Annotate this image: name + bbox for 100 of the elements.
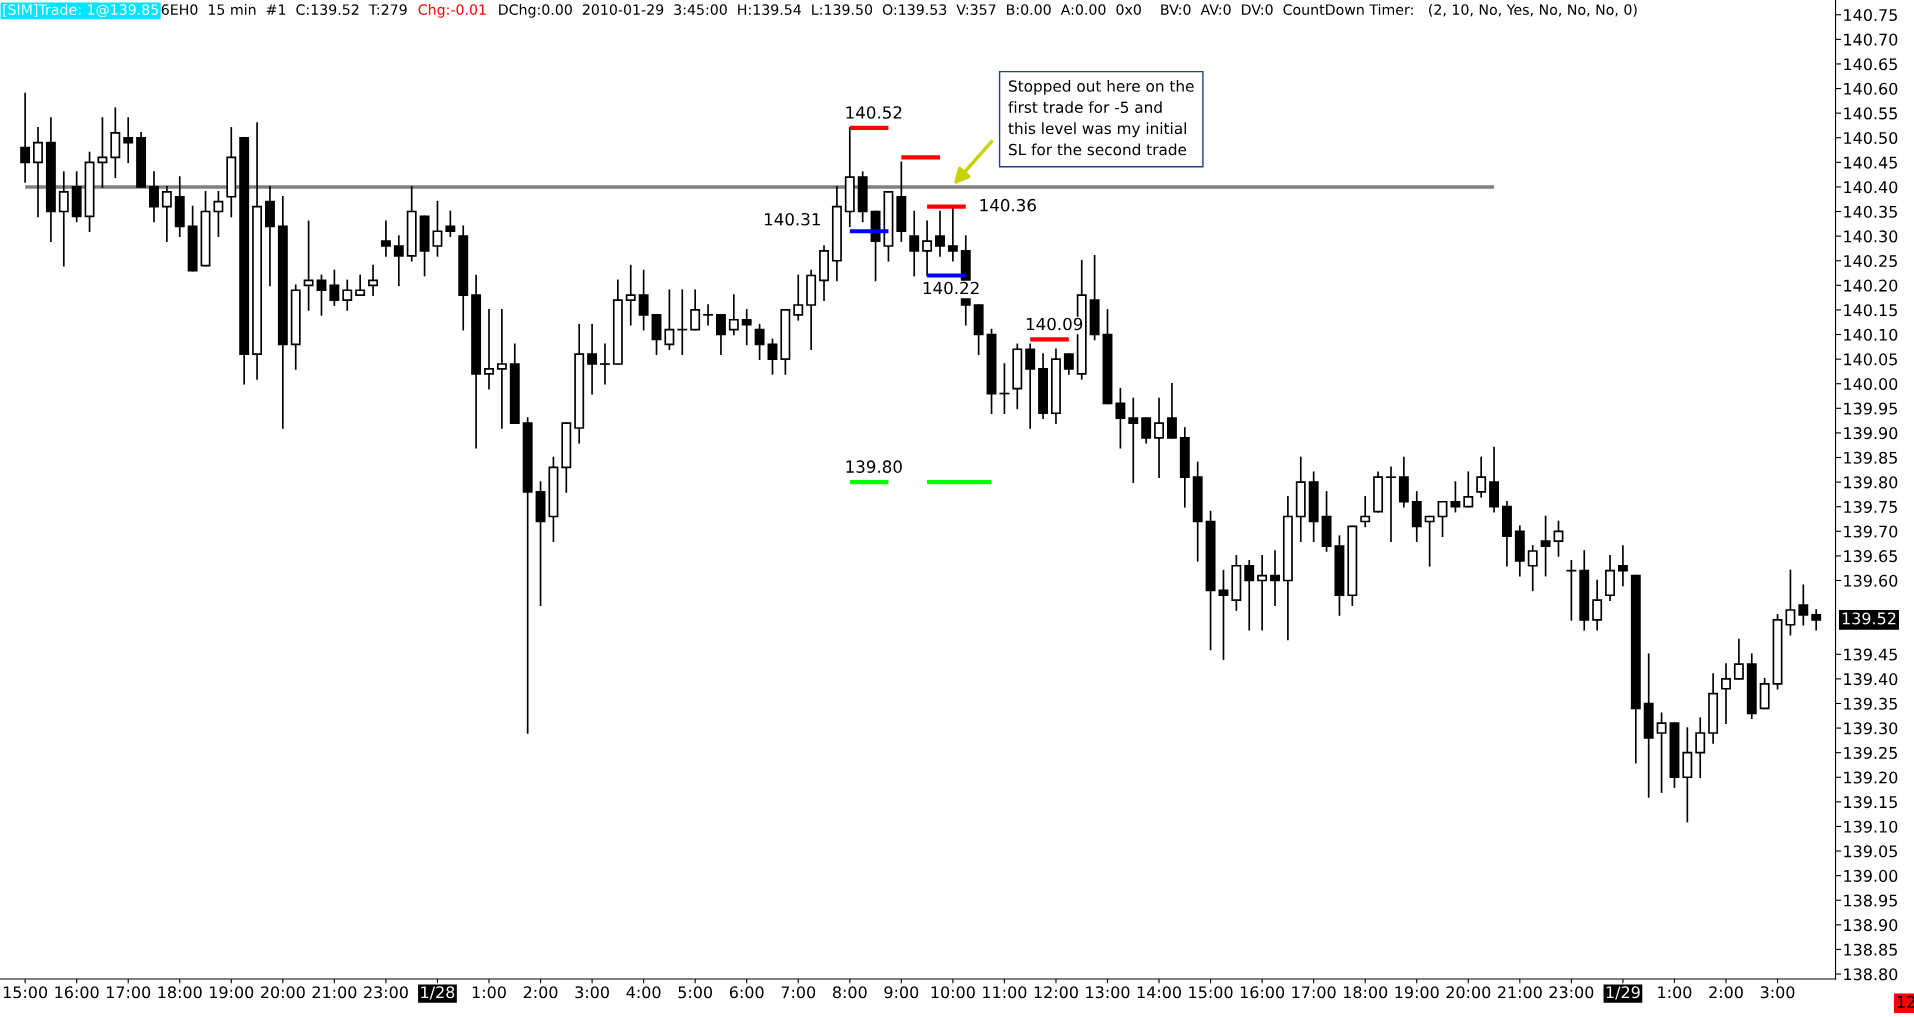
y-tick-label: 139.80 <box>1844 476 1898 489</box>
candlestick <box>1798 584 1809 626</box>
candlestick <box>161 186 172 242</box>
y-tick-label: 139.20 <box>1844 771 1898 784</box>
candlestick <box>587 323 598 395</box>
candlestick <box>1360 496 1371 528</box>
y-tick-label: 138.90 <box>1844 919 1898 932</box>
x-tick-label: 4:00 <box>626 986 661 999</box>
y-tick-label: 140.30 <box>1844 230 1898 243</box>
y-tick-label: 140.70 <box>1844 33 1898 46</box>
y-tick-label: 139.25 <box>1844 746 1897 759</box>
y-tick-label: 140.20 <box>1844 279 1898 292</box>
annotation: Stopped out here on the first trade for -5 and this level was my initial SL for the second trade <box>1008 80 1194 156</box>
y-tick-label: 140.00 <box>1844 377 1898 391</box>
candlestick <box>1244 559 1255 631</box>
y-tick-label: 139.15 <box>1844 796 1897 809</box>
x-tick-label: 21:00 <box>1497 986 1542 999</box>
x-tick-label: 23:00 <box>364 986 408 999</box>
candlestick <box>368 264 378 297</box>
y-tick-label: 139.60 <box>1844 574 1898 587</box>
x-tick-label: 12:00 <box>1034 986 1078 999</box>
y-tick-label: 139.95 <box>1844 402 1897 415</box>
candlestick <box>1115 387 1126 449</box>
candlestick <box>625 264 636 326</box>
x-tick-label: 15:00 <box>1189 986 1233 999</box>
series-label: 140.52 <box>846 106 902 119</box>
y-tick-label: 139.65 <box>1844 550 1897 563</box>
candlestick <box>496 309 507 429</box>
x-tick-label: 2:00 <box>1709 986 1743 999</box>
x-tick-label: 21:00 <box>312 986 357 999</box>
candlestick <box>97 117 108 188</box>
annotation: [SIM]Trade: 1@139.85 <box>3 4 159 18</box>
candlestick <box>58 171 69 267</box>
candlestick <box>1025 343 1036 429</box>
y-tick-label: 139.90 <box>1844 427 1898 440</box>
y-tick-label: 140.15 <box>1844 304 1897 317</box>
y-tick-label: 139.00 <box>1844 869 1898 882</box>
y-tick-label: 138.95 <box>1844 894 1897 907</box>
x-tick-label: 1:00 <box>1658 986 1692 999</box>
x-tick-label: 19:00 <box>210 986 254 999</box>
candlestick <box>1450 481 1461 513</box>
candlestick <box>342 279 353 311</box>
candlestick <box>1270 550 1280 606</box>
x-tick-label: 9:00 <box>884 986 919 999</box>
x-tick-label: 18:00 <box>158 986 202 999</box>
x-tick-label: 1:00 <box>472 986 506 999</box>
candlestick <box>922 220 933 277</box>
x-tick-label: 18:00 <box>1343 986 1388 999</box>
candlestick <box>1386 466 1396 542</box>
y-tick-label: 140.55 <box>1844 107 1897 120</box>
series-label: 140.31 <box>764 212 820 226</box>
candlestick <box>1154 397 1165 479</box>
candlestick <box>303 220 314 311</box>
candlestick <box>1733 638 1744 680</box>
annotation: DChg:0.00 2010-01-29 3:45:00 H:139.54 L:139.50 O:139.53 V:357 B:0.00 A:0.00 0x0 BV:0 AV:0 DV:0 CountDown Timer: (2, 10, No, Yes, No, No, No, 0) <box>499 4 1637 18</box>
candlestick <box>432 200 443 257</box>
candlestick <box>1527 545 1538 592</box>
series-label: 140.09 <box>1026 317 1083 331</box>
candlestick <box>213 191 224 237</box>
x-tick-label: 10:00 <box>931 986 975 999</box>
candlestick <box>1785 569 1796 636</box>
y-tick-label: 138.80 <box>1844 968 1898 981</box>
series-label: 139.80 <box>846 460 902 473</box>
x-tick-label: 3:00 <box>575 986 609 999</box>
x-tick-label: 8:00 <box>832 986 867 999</box>
candlestick <box>728 294 739 336</box>
x-tick-label: 3:00 <box>1760 986 1795 999</box>
y-tick-label: 139.40 <box>1844 673 1898 686</box>
candlestick <box>715 314 726 356</box>
candlestick <box>1166 382 1177 439</box>
x-tick-label: 19:00 <box>1395 986 1439 999</box>
y-tick-label: 140.65 <box>1844 58 1897 71</box>
y-tick-label: 140.50 <box>1844 131 1898 145</box>
candlestick <box>1656 712 1667 793</box>
candlestick <box>33 127 43 218</box>
candlestick <box>793 274 804 321</box>
candlestick <box>1476 456 1487 498</box>
x-tick-label: 16:00 <box>1240 986 1285 999</box>
x-tick-label: 2:00 <box>523 986 558 999</box>
y-tick-label: 140.75 <box>1844 8 1897 22</box>
x-tick-label: 20:00 <box>1446 986 1491 999</box>
candlestick <box>149 171 159 223</box>
y-tick-label: 140.25 <box>1844 254 1897 268</box>
y-tick-label: 140.10 <box>1844 328 1898 341</box>
candlestick <box>1424 515 1435 567</box>
candlestick <box>741 309 752 346</box>
candlestick <box>1463 471 1474 508</box>
x-tick-label: 1/28 <box>421 986 455 1000</box>
candlestick <box>600 343 610 385</box>
candlestick <box>703 304 714 326</box>
x-tick-label: 7:00 <box>781 986 816 999</box>
candlestick <box>935 210 945 257</box>
candlestick <box>1695 717 1706 779</box>
x-tick-label: 11:00 <box>983 986 1027 999</box>
x-tick-label: 13:00 <box>1086 986 1130 999</box>
y-tick-label: 138.85 <box>1844 943 1897 956</box>
candlestick <box>1218 569 1229 661</box>
y-tick-label: 139.85 <box>1844 451 1897 464</box>
candlestick <box>1141 417 1152 444</box>
text: 12 <box>1897 995 1914 1008</box>
